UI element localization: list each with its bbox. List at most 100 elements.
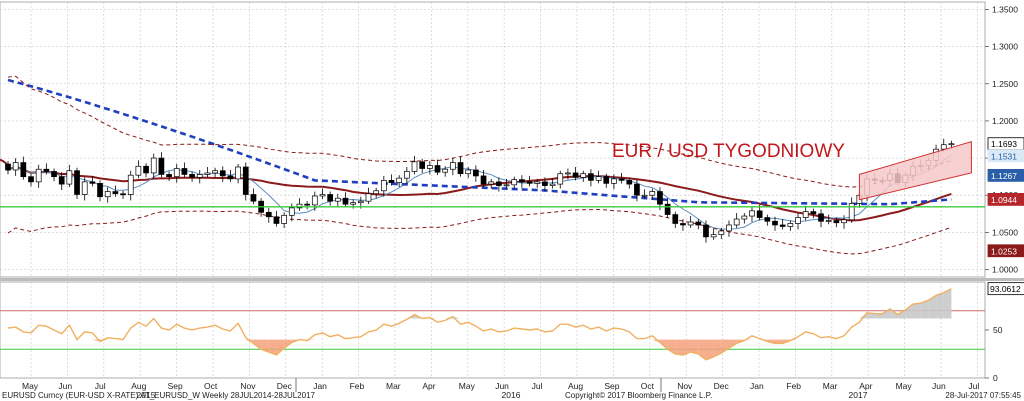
candle-body [365, 193, 372, 202]
indicator-tick-label: 50 [993, 325, 1003, 335]
price-tag [987, 168, 1024, 182]
candle-body [634, 183, 640, 196]
price-tick-label: 1.0500 [992, 227, 1018, 237]
candle-body [373, 190, 380, 195]
candle-body [710, 234, 717, 238]
candle-body [657, 191, 663, 205]
candle-body [557, 173, 564, 185]
candle-body [204, 172, 211, 175]
candle-body [227, 175, 234, 180]
candle-body [28, 176, 34, 183]
candle-body [526, 181, 533, 184]
candle-body [764, 217, 771, 222]
candle-body [664, 203, 671, 215]
price-tag-label: 1.1531 [991, 151, 1017, 161]
price-tag-label: 1.0944 [991, 195, 1017, 205]
candle-body [549, 183, 556, 186]
candle-body [695, 221, 702, 226]
indicator-overbought-area [890, 308, 898, 319]
candle-body [342, 197, 349, 205]
month-tick-label: Jun [932, 381, 946, 391]
candle-body [20, 162, 27, 178]
price-tick-label: 1.3000 [992, 42, 1018, 52]
candle-body [565, 172, 571, 175]
candle-body [457, 162, 464, 175]
dashed-moving-average [7, 78, 952, 206]
indicator-overbought-area [897, 309, 906, 319]
indicator-oversold-area [682, 339, 691, 355]
candle-body [334, 197, 341, 202]
candle-body [350, 202, 356, 205]
candle-body [97, 183, 103, 198]
indicator-value-label: 93.0612 [990, 284, 1021, 294]
indicator-overbought-area [943, 288, 952, 319]
candle-body [396, 177, 403, 183]
candle-body [296, 203, 303, 209]
price-tick-label: 1.3500 [992, 4, 1018, 14]
candle-body [51, 171, 57, 178]
candle-body [319, 194, 326, 197]
x-axis: May Jun Jul Aug Sep Oct Nov Dec Jan Feb Mar Apr May J… [22, 378, 979, 400]
candle-body [196, 174, 203, 178]
candle-body [733, 218, 740, 226]
price-axis: 1.00001.05001.10001.15001.20001.25001.30… [985, 4, 1024, 275]
month-tick-label: Apr [859, 381, 872, 391]
price-tag [987, 193, 1024, 206]
year-label: 2017 [849, 390, 868, 400]
candle-body [534, 181, 541, 184]
candle-body [235, 166, 241, 180]
candle-body [741, 215, 748, 220]
candle-body [626, 180, 633, 185]
price-tag-label: 1.1267 [991, 171, 1017, 181]
candle-body [5, 163, 11, 171]
candle-body [572, 172, 579, 178]
candle-body [43, 168, 50, 172]
indicator-line [7, 288, 952, 361]
month-tick-label: Sep [604, 381, 619, 391]
month-tick-label: Feb [786, 381, 801, 391]
candle-body [480, 175, 487, 185]
indicator-oversold-area [276, 339, 285, 355]
candle-body [58, 176, 65, 185]
candle-body [219, 170, 226, 177]
month-tick-label: Jun [495, 381, 509, 391]
footer: EURUSD Curncy (EUR-USD X-RATE) AT_EURUSD… [2, 391, 1022, 400]
candle-body [158, 157, 165, 175]
candle-body [948, 143, 955, 146]
price-panel-frame [0, 1, 986, 278]
month-tick-label: Dec [277, 381, 293, 391]
candle-body [150, 157, 157, 174]
candle-body [411, 161, 418, 172]
candle-body [618, 178, 625, 181]
candle-body [181, 168, 188, 175]
candle-body [265, 211, 272, 218]
month-tick-label: Jun [58, 381, 72, 391]
month-tick-label: Aug [568, 381, 583, 391]
month-tick-label: Oct [641, 381, 655, 391]
candle-body [419, 161, 426, 169]
envelope-upper [7, 75, 952, 188]
indicator-oversold-area [690, 339, 699, 354]
candle-body [81, 181, 88, 195]
year-label: 2015 [137, 390, 156, 400]
candle-body [749, 210, 755, 217]
candle-body [327, 194, 333, 202]
indicator-overbought-area [936, 292, 944, 319]
candle-body [135, 165, 142, 176]
month-tick-label: Sep [168, 381, 183, 391]
candle-body [496, 181, 502, 186]
month-tick-label: Feb [350, 381, 365, 391]
candle-body [311, 195, 318, 206]
indicator-value-tag [987, 282, 1024, 296]
candle-body [166, 174, 172, 178]
candle-body [772, 220, 778, 226]
candle-body [12, 162, 19, 171]
indicator-oversold-area [713, 339, 722, 357]
candle-body [212, 170, 218, 174]
candle-body [542, 181, 548, 186]
month-tick-label: Apr [422, 381, 435, 391]
footer-left: EURUSD Curncy (EUR-USD X-RATE) AT_EURUSD… [2, 391, 316, 400]
candle-body [74, 170, 80, 195]
candle-body [672, 214, 679, 224]
indicator-oversold-area [268, 339, 277, 355]
